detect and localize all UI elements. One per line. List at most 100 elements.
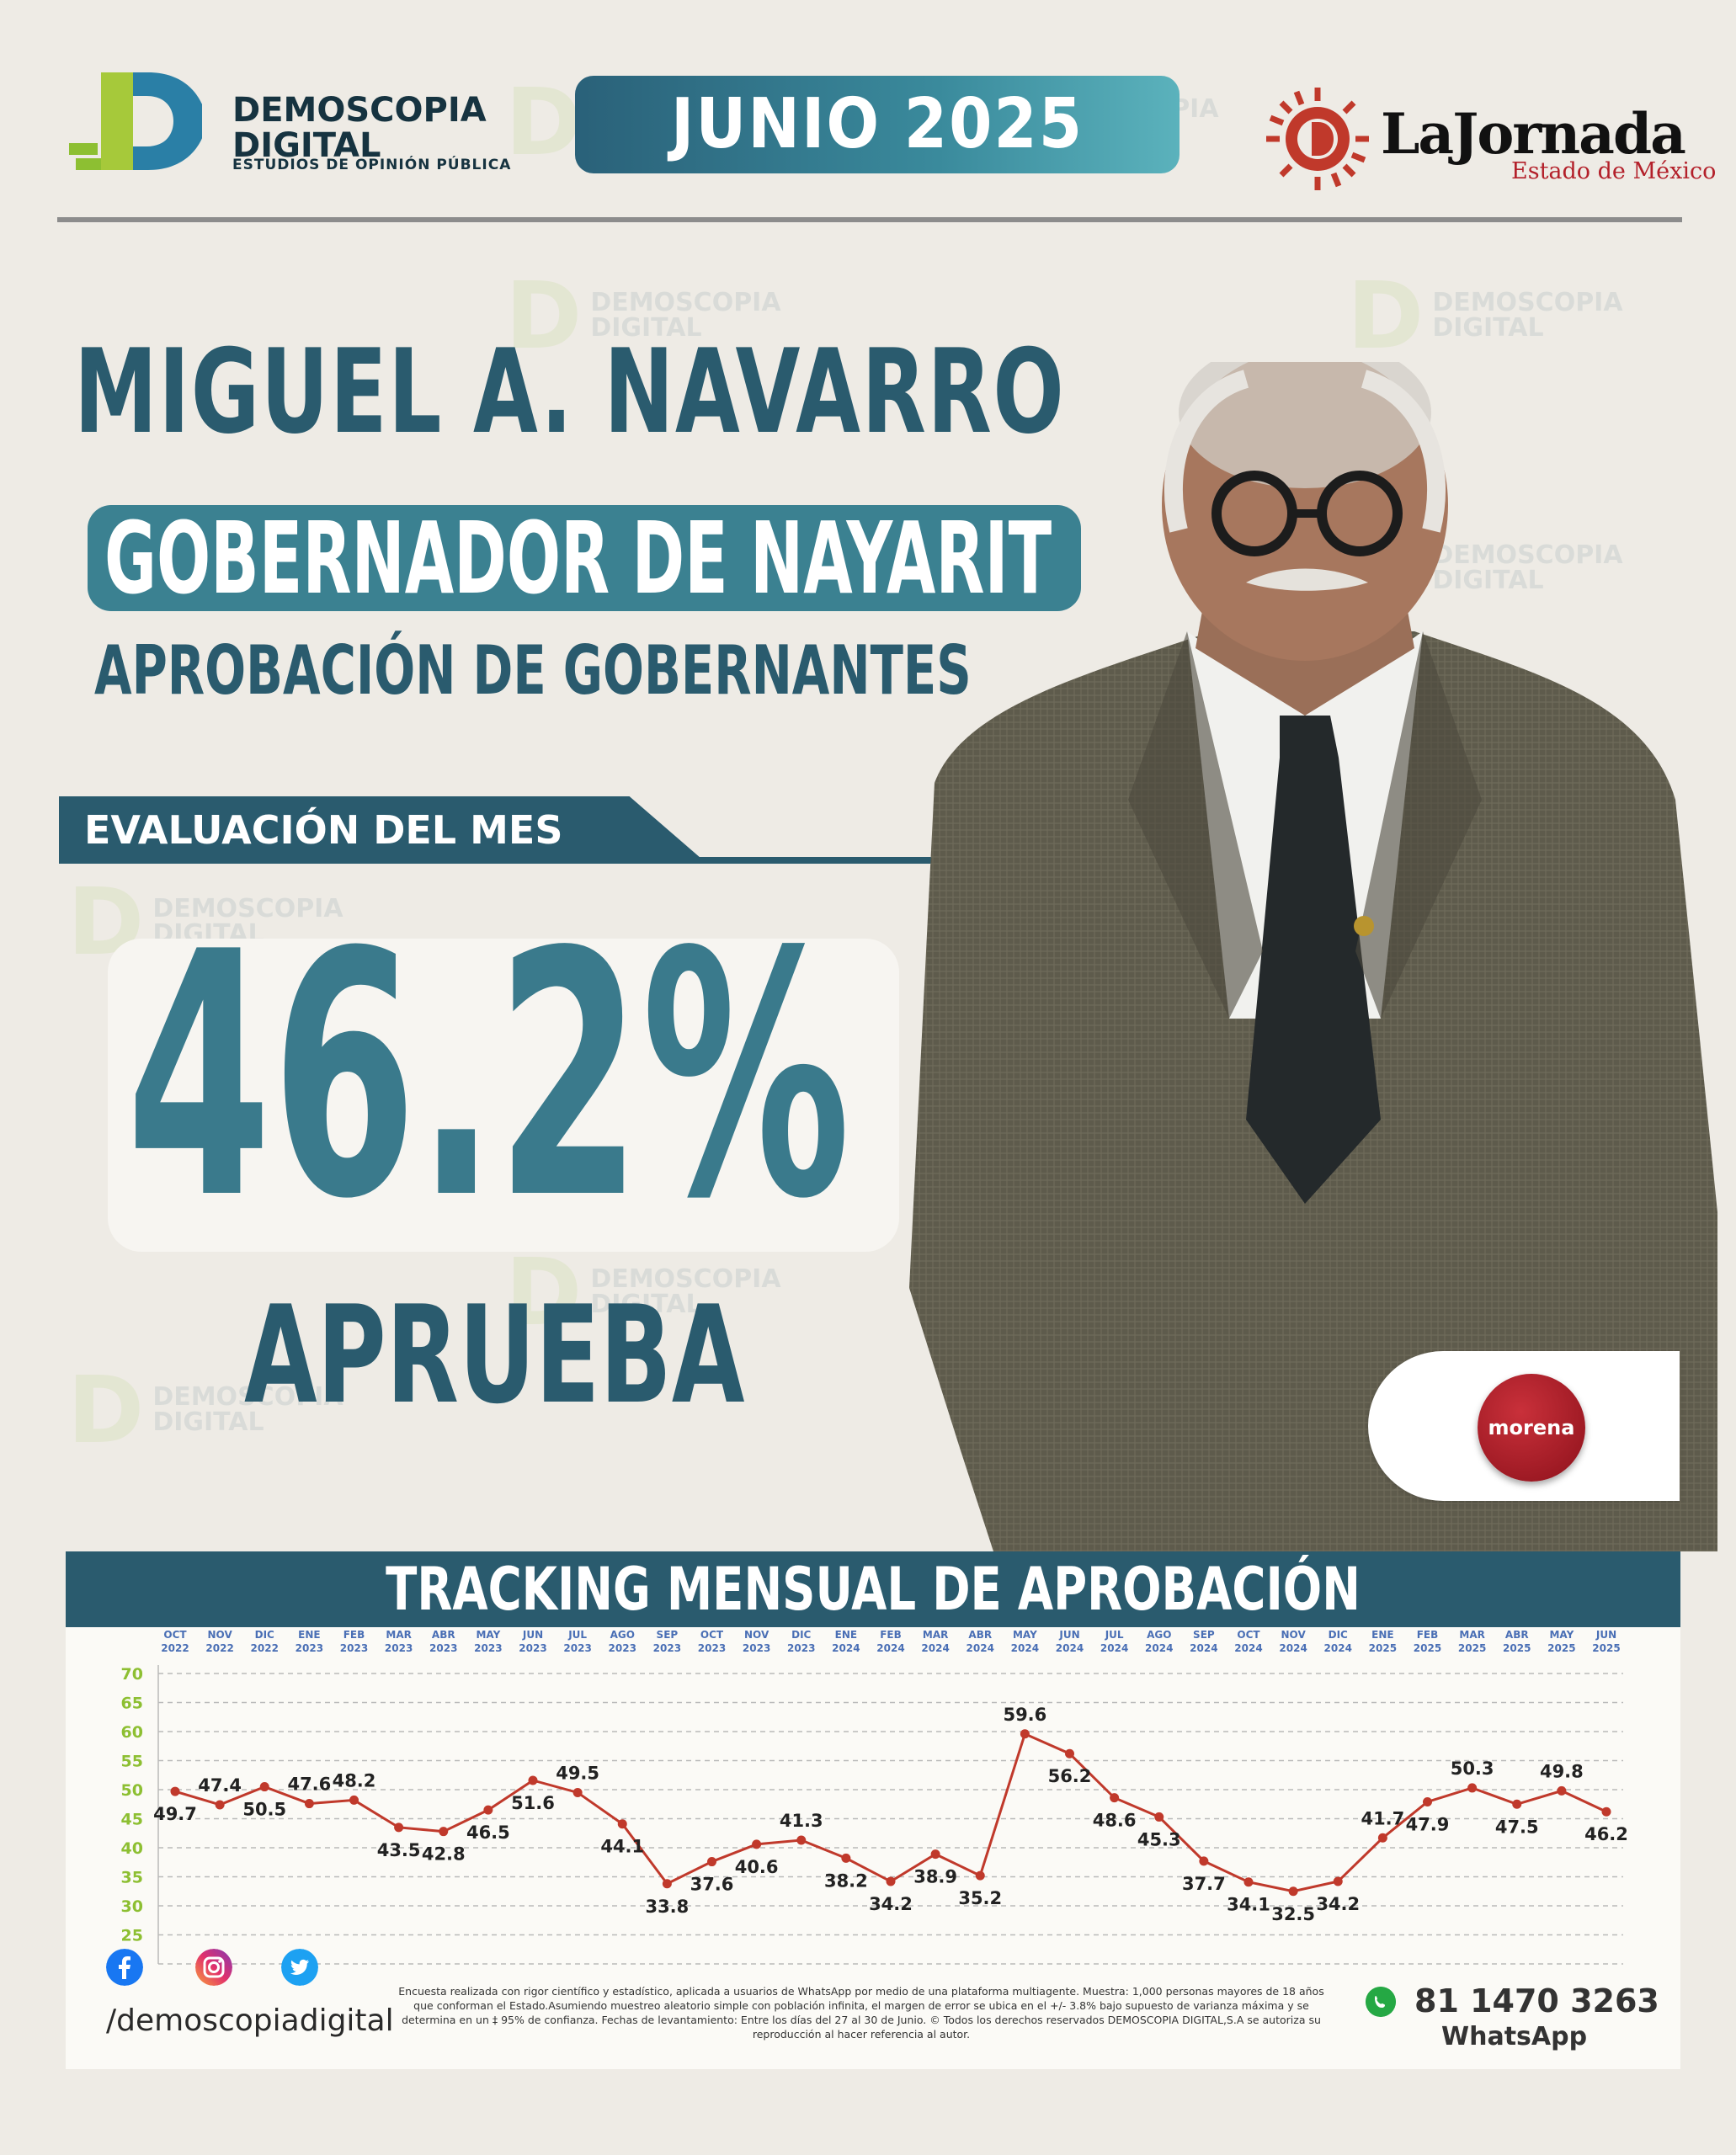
x-tick-year: 2025: [1414, 1642, 1441, 1654]
x-tick-month: DIC: [255, 1629, 274, 1641]
evaluation-label: EVALUACIÓN DEL MES: [84, 807, 563, 853]
x-tick-month: JUL: [567, 1629, 587, 1641]
data-label: 47.6: [287, 1775, 331, 1795]
x-tick-year: 2024: [1100, 1642, 1128, 1654]
data-point: [1557, 1785, 1567, 1796]
chart-header: TRACKING MENSUAL DE APROBACIÓN: [66, 1551, 1680, 1627]
y-tick-label: 40: [121, 1839, 143, 1858]
x-tick-month: FEB: [880, 1629, 902, 1641]
chart-title: TRACKING MENSUAL DE APROBACIÓN: [386, 1555, 1361, 1624]
data-point: [1199, 1856, 1209, 1866]
data-label: 38.2: [824, 1870, 868, 1891]
x-tick-month: OCT: [163, 1629, 187, 1641]
x-tick-year: 2023: [743, 1642, 770, 1654]
x-tick-month: ABR: [968, 1629, 992, 1641]
data-point: [930, 1849, 940, 1860]
x-tick-month: MAY: [1549, 1629, 1574, 1641]
x-tick-year: 2022: [161, 1642, 189, 1654]
x-tick-month: AGO: [610, 1629, 635, 1641]
x-tick-month: DIC: [791, 1629, 811, 1641]
x-tick-year: 2023: [653, 1642, 681, 1654]
data-label: 42.8: [422, 1844, 466, 1865]
x-tick-month: SEP: [657, 1629, 679, 1641]
data-label: 34.2: [1316, 1894, 1360, 1914]
data-label: 40.6: [735, 1857, 779, 1877]
data-label: 50.3: [1451, 1759, 1494, 1779]
data-point: [394, 1822, 404, 1833]
evaluation-underline: [690, 857, 943, 864]
approval-box: [108, 939, 899, 1252]
data-point: [1467, 1783, 1478, 1793]
data-label: 37.7: [1182, 1874, 1226, 1894]
x-tick-year: 2024: [921, 1642, 949, 1654]
data-label: 47.4: [198, 1775, 242, 1796]
data-label: 46.5: [466, 1822, 510, 1843]
data-label: 44.1: [600, 1837, 644, 1857]
brand-tagline: ESTUDIOS DE OPINIÓN PÚBLICA: [232, 157, 512, 173]
x-tick-month: AGO: [1147, 1629, 1171, 1641]
x-tick-year: 2024: [1011, 1642, 1039, 1654]
data-label: 59.6: [1003, 1705, 1046, 1725]
data-label: 49.8: [1540, 1761, 1584, 1781]
data-label: 56.2: [1048, 1766, 1092, 1786]
data-point: [617, 1819, 627, 1829]
data-point: [707, 1857, 716, 1867]
x-tick-month: JUN: [1595, 1629, 1616, 1641]
x-tick-month: MAR: [386, 1629, 411, 1641]
x-tick-month: FEB: [343, 1629, 365, 1641]
data-point: [1154, 1812, 1164, 1822]
x-tick-year: 2022: [205, 1642, 233, 1654]
whatsapp-icon[interactable]: [1366, 1987, 1396, 2017]
politician-name: MIGUEL A. NAVARRO: [74, 324, 1066, 460]
x-tick-year: 2024: [967, 1642, 994, 1654]
role-pill: GOBERNADOR DE NAYARIT: [88, 505, 1081, 611]
data-point: [886, 1876, 896, 1886]
x-tick-month: MAR: [923, 1629, 948, 1641]
data-point: [1333, 1876, 1343, 1886]
instagram-icon[interactable]: [195, 1949, 232, 1986]
header-divider: [57, 217, 1682, 222]
y-tick-label: 45: [121, 1811, 143, 1829]
x-tick-year: 2024: [876, 1642, 904, 1654]
approval-verdict: APRUEBA: [244, 1276, 745, 1434]
facebook-icon[interactable]: [106, 1949, 143, 1986]
data-label: 35.2: [958, 1888, 1002, 1908]
demoscopia-d-icon: [69, 72, 206, 170]
data-point: [439, 1827, 449, 1837]
data-label: 41.3: [780, 1811, 823, 1831]
data-label: 49.7: [153, 1804, 197, 1824]
data-label: 49.5: [556, 1763, 599, 1783]
demoscopia-logo: [67, 66, 206, 178]
period-pill: JUNIO 2025: [575, 76, 1180, 173]
social-handle[interactable]: /demoscopiadigital: [106, 2003, 394, 2038]
data-point: [304, 1799, 314, 1809]
role-label: GOBERNADOR DE NAYARIT: [104, 500, 1052, 616]
x-tick-month: OCT: [700, 1629, 724, 1641]
phone-number[interactable]: 81 1470 3263: [1414, 1982, 1659, 2019]
data-label: 47.5: [1495, 1817, 1539, 1837]
y-tick-label: 35: [121, 1869, 143, 1887]
la-jornada-logo: [1263, 84, 1372, 197]
x-tick-year: 2025: [1369, 1642, 1397, 1654]
data-point: [528, 1775, 538, 1785]
x-tick-month: FEB: [1417, 1629, 1439, 1641]
x-tick-month: NOV: [744, 1629, 769, 1641]
x-tick-year: 2023: [340, 1642, 368, 1654]
x-tick-year: 2024: [1279, 1642, 1307, 1654]
x-tick-year: 2025: [1458, 1642, 1486, 1654]
whatsapp-label: WhatsApp: [1441, 2022, 1588, 2051]
data-label: 43.5: [377, 1840, 421, 1860]
y-tick-label: 25: [121, 1927, 143, 1945]
data-point: [572, 1787, 583, 1797]
data-point: [1601, 1806, 1611, 1817]
data-label: 34.1: [1227, 1895, 1270, 1915]
x-tick-month: JUL: [1105, 1629, 1124, 1641]
partner-region: Estado de México: [1511, 158, 1717, 184]
data-point: [841, 1853, 851, 1863]
y-tick-label: 60: [121, 1723, 143, 1742]
twitter-icon[interactable]: [281, 1949, 318, 1986]
x-tick-year: 2023: [609, 1642, 636, 1654]
evaluation-tab: EVALUACIÓN DEL MES: [59, 796, 707, 864]
x-tick-year: 2023: [519, 1642, 546, 1654]
x-tick-year: 2024: [832, 1642, 860, 1654]
